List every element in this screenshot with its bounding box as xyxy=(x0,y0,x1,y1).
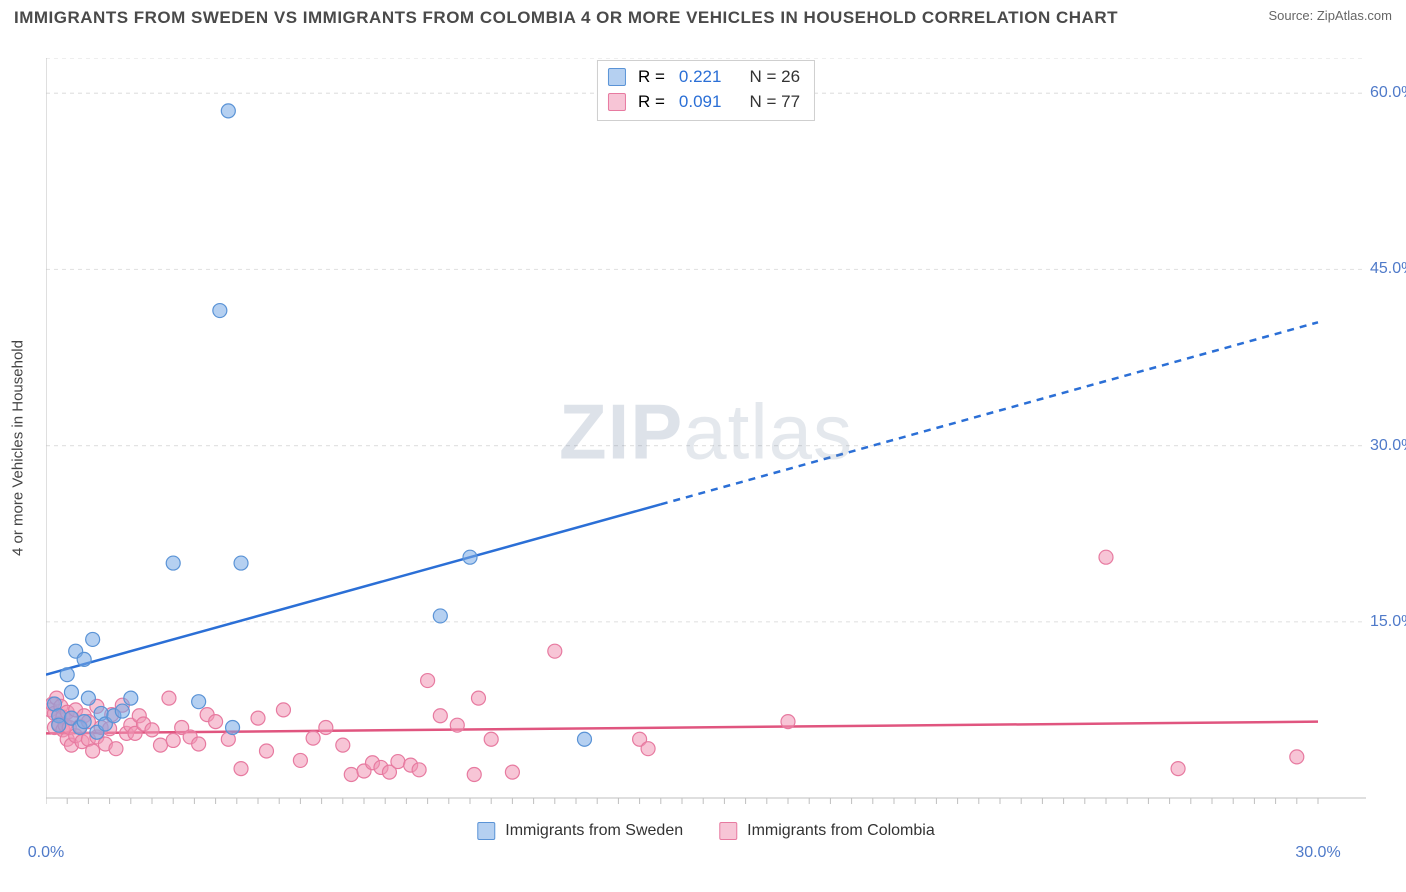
correlation-stats-box: R = 0.221 N = 26 R = 0.091 N = 77 xyxy=(597,60,815,121)
x-tick-label: 30.0% xyxy=(1295,844,1340,862)
source-attribution: Source: ZipAtlas.com xyxy=(1268,8,1392,23)
scatter-plot xyxy=(46,58,1366,838)
n-value-colombia: N = 77 xyxy=(749,90,800,115)
stats-row-colombia: R = 0.091 N = 77 xyxy=(608,90,800,115)
y-axis-label: 4 or more Vehicles in Household xyxy=(10,340,27,556)
x-tick-label: 0.0% xyxy=(28,844,64,862)
swatch-sweden xyxy=(608,68,626,86)
r-value-sweden: 0.221 xyxy=(679,65,722,90)
y-tick-label: 30.0% xyxy=(1370,437,1406,455)
legend-swatch-colombia xyxy=(719,822,737,840)
stats-row-sweden: R = 0.221 N = 26 xyxy=(608,65,800,90)
y-tick-label: 60.0% xyxy=(1370,84,1406,102)
legend: Immigrants from Sweden Immigrants from C… xyxy=(477,822,934,840)
n-value-sweden: N = 26 xyxy=(749,65,800,90)
legend-item-sweden: Immigrants from Sweden xyxy=(477,822,683,840)
y-tick-label: 15.0% xyxy=(1370,613,1406,631)
chart-title: IMMIGRANTS FROM SWEDEN VS IMMIGRANTS FRO… xyxy=(14,8,1118,28)
chart-container: 4 or more Vehicles in Household ZIPatlas… xyxy=(46,58,1366,838)
y-tick-label: 45.0% xyxy=(1370,260,1406,278)
swatch-colombia xyxy=(608,93,626,111)
legend-swatch-sweden xyxy=(477,822,495,840)
legend-item-colombia: Immigrants from Colombia xyxy=(719,822,935,840)
r-value-colombia: 0.091 xyxy=(679,90,722,115)
